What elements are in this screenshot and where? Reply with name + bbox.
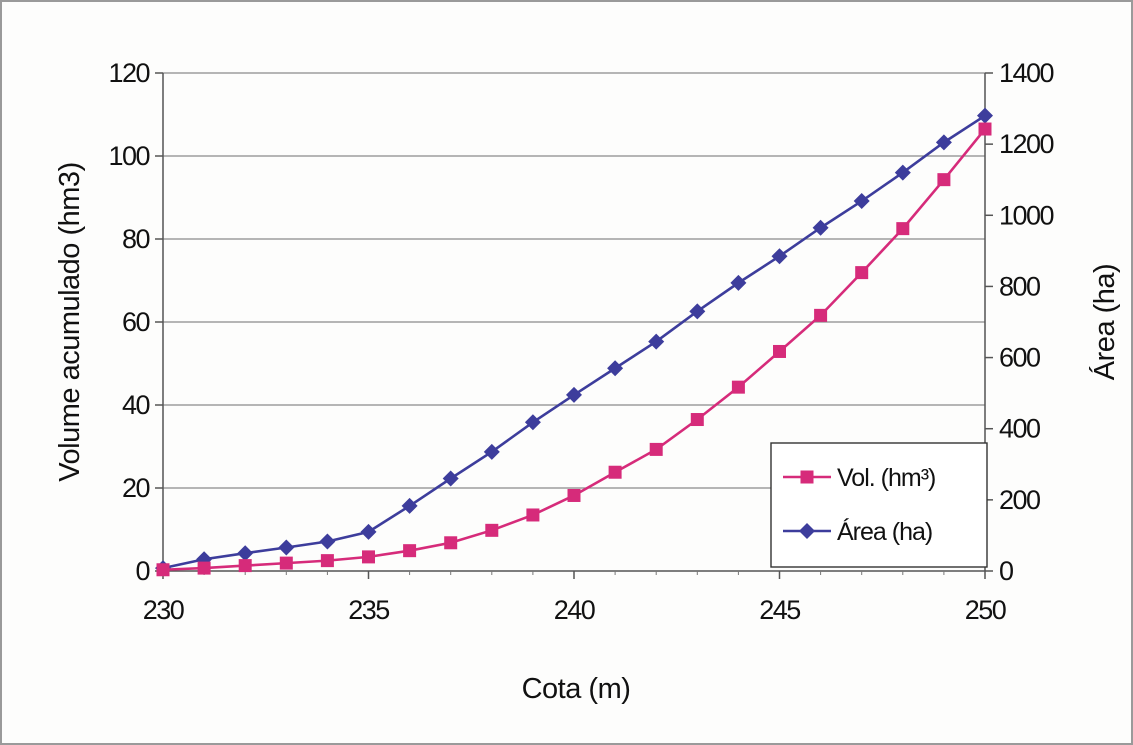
y2-tick-label: 600 xyxy=(999,343,1040,373)
series-layer xyxy=(155,107,993,577)
x-tick-label: 230 xyxy=(143,595,184,625)
vol-point xyxy=(156,563,170,577)
vol-point xyxy=(608,465,622,479)
vol-point xyxy=(896,222,910,236)
y-tick-label: 80 xyxy=(122,224,150,254)
vol-point xyxy=(526,508,540,522)
x-axis-title: Cota (m) xyxy=(522,673,631,705)
y-tick-label: 120 xyxy=(108,58,149,88)
legend-box xyxy=(770,442,988,568)
area-point xyxy=(237,545,254,562)
y-tick-label: 40 xyxy=(122,390,150,420)
vol-point xyxy=(978,122,992,136)
vol-point xyxy=(690,413,704,427)
vol-point xyxy=(320,554,334,568)
legend: Vol. (hm³) Área (ha) xyxy=(770,442,988,568)
vol-point xyxy=(649,442,663,456)
y2-tick-label: 1000 xyxy=(999,200,1054,230)
vol-point xyxy=(238,559,252,573)
area-point xyxy=(566,386,582,403)
x-tick-label: 240 xyxy=(554,595,595,625)
area-point xyxy=(319,533,336,550)
vol-point xyxy=(485,523,499,537)
vol-point xyxy=(773,344,786,358)
area-point xyxy=(360,523,377,540)
vol-point xyxy=(197,561,211,575)
area-point xyxy=(894,164,911,181)
vol-point xyxy=(403,544,417,558)
area-point xyxy=(935,134,952,151)
area-point xyxy=(812,219,829,236)
vol-point xyxy=(731,380,745,394)
x-tick-label: 235 xyxy=(348,595,389,625)
area-point xyxy=(442,470,459,487)
x-tick-label: 250 xyxy=(965,595,1006,625)
y-tick-label: 20 xyxy=(122,473,150,503)
area-point xyxy=(401,497,418,514)
y2-tick-label: 800 xyxy=(999,271,1040,301)
area-point xyxy=(977,107,993,124)
y2-tick-label: 400 xyxy=(999,414,1040,444)
area-point xyxy=(689,303,706,320)
y2-tick-label: 1200 xyxy=(999,129,1054,159)
legend-swatch-marker xyxy=(800,470,814,484)
vol-point xyxy=(362,550,375,564)
vol-point xyxy=(444,536,458,550)
axes: 0204060801001200200400600800100012001400… xyxy=(108,58,1055,625)
x-tick-label: 245 xyxy=(759,595,800,625)
area-point xyxy=(730,274,747,291)
area-point xyxy=(648,333,665,350)
vol-point xyxy=(855,266,869,280)
legend-label: Área (ha) xyxy=(837,517,932,546)
y2-tick-label: 0 xyxy=(999,556,1013,586)
area-point xyxy=(853,193,870,210)
area-point xyxy=(524,414,541,431)
y-tick-label: 60 xyxy=(122,307,150,337)
y2-tick-label: 1400 xyxy=(999,58,1054,88)
y-axis-title: Volume acumulado (hm3) xyxy=(54,162,86,481)
grid-lines xyxy=(163,72,985,489)
y-tick-label: 0 xyxy=(135,556,149,586)
vol-point xyxy=(567,488,581,502)
legend-label: Vol. (hm³) xyxy=(837,464,935,492)
area-point xyxy=(771,248,788,265)
area-point xyxy=(607,360,624,377)
area-point xyxy=(483,443,500,460)
vol-point xyxy=(814,308,828,322)
vol-point xyxy=(937,173,951,187)
y2-tick-label: 200 xyxy=(999,485,1040,515)
y-tick-label: 100 xyxy=(108,141,149,171)
legend-swatch-marker xyxy=(799,523,815,539)
y2-axis-title: Área (ha) xyxy=(1088,264,1121,380)
area-point xyxy=(278,539,295,556)
vol-point xyxy=(279,556,293,570)
